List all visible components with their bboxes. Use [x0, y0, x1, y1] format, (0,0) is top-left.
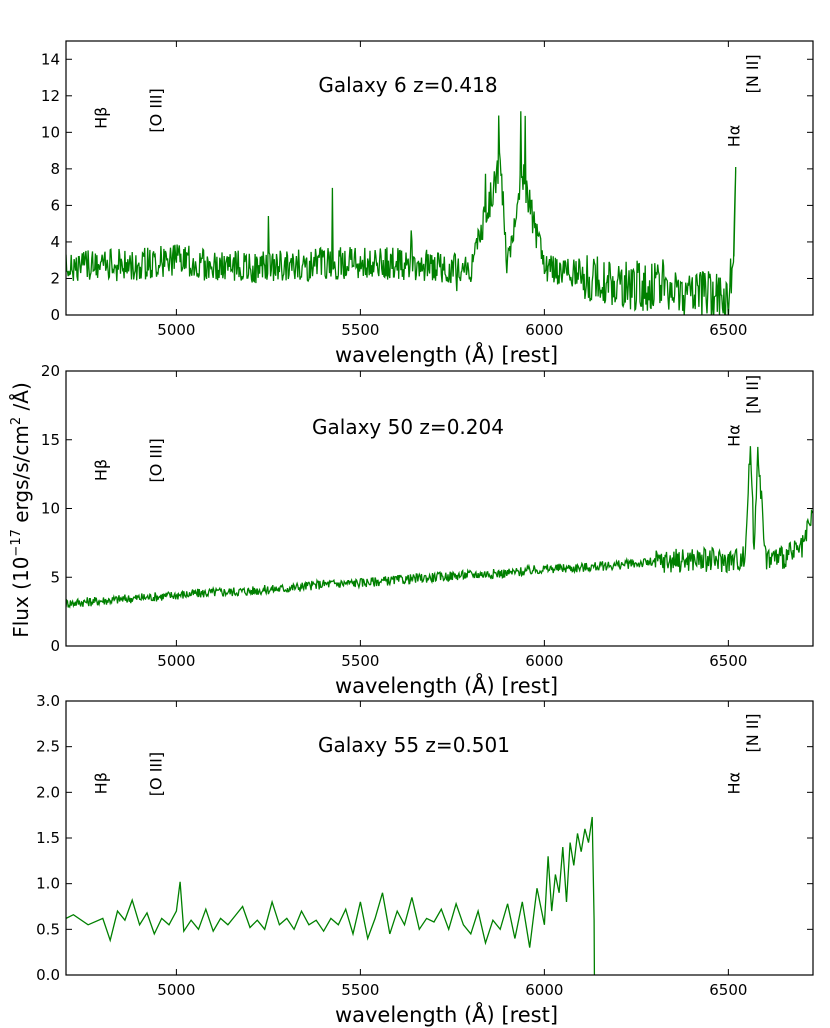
emission-line-label: Hα	[724, 772, 743, 795]
x-tick-label: 6000	[525, 321, 563, 339]
y-tick-label: 1.5	[36, 829, 60, 847]
y-tick-label: 0.5	[36, 920, 60, 938]
emission-line-label: Hα	[724, 424, 743, 447]
y-tick-label: 2.0	[36, 783, 60, 801]
y-tick-label: 2	[50, 269, 60, 287]
panel-title: Galaxy 55 z=0.501	[318, 733, 510, 757]
x-axis-label: wavelength (Å) [rest]	[335, 341, 558, 367]
emission-line-label: Hβ	[91, 459, 110, 481]
x-tick-label: 6000	[525, 652, 563, 670]
x-tick-label: 5000	[157, 321, 195, 339]
x-axis-label: wavelength (Å) [rest]	[335, 672, 558, 698]
y-tick-label: 5	[50, 568, 60, 586]
emission-line-label: [O III]	[147, 438, 166, 482]
panel-galaxy-55: 5000 5500 6000 6500 0.0 0.5 1.0 1.5 2.0 2.5 3.0 wav…	[36, 692, 814, 1027]
emission-line-label: [O III]	[147, 88, 166, 132]
y-tick-label: 15	[41, 431, 60, 449]
x-tick-label: 5000	[157, 652, 195, 670]
emission-line-label: Hα	[724, 125, 743, 148]
panel-title: Galaxy 50 z=0.204	[312, 415, 504, 439]
y-tick-label: 10	[41, 500, 60, 518]
emission-line-label: [N II]	[743, 375, 762, 414]
y-tick-label: 0	[50, 306, 60, 324]
y-tick-label: 14	[41, 50, 60, 68]
y-tick-label: 12	[41, 87, 60, 105]
shared-y-axis-label: Flux (10−17 ergs/s/cm2 /Å)	[9, 382, 33, 638]
plot-frame	[65, 370, 814, 647]
y-tick-label: 2.5	[36, 738, 60, 756]
y-tick-label: 4	[50, 233, 60, 251]
y-tick-label: 20	[41, 362, 60, 380]
y-tick-label: 1.0	[36, 875, 60, 893]
y-tick-label: 0.0	[36, 966, 60, 984]
y-tick-label: 6	[50, 196, 60, 214]
spectrum-line	[66, 816, 596, 975]
y-tick-label: 0	[50, 637, 60, 655]
x-tick-label: 5500	[341, 652, 379, 670]
emission-line-label: Hβ	[91, 772, 110, 794]
emission-line-label: Hβ	[91, 107, 110, 129]
spectrum-line	[66, 111, 737, 315]
x-tick-label: 6000	[525, 981, 563, 999]
panel-galaxy-50: 5000 5500 6000 6500 0 5 10 15 20 wavelength (Å) […	[41, 362, 814, 698]
plot-frame	[65, 40, 814, 316]
spectrum-line	[66, 446, 813, 609]
y-tick-label: 8	[50, 160, 60, 178]
y-tick-label: 10	[41, 123, 60, 141]
x-tick-label: 6500	[709, 652, 747, 670]
emission-line-label: [N II]	[743, 54, 762, 93]
y-tick-label: 3.0	[36, 692, 60, 710]
x-tick-label: 6500	[709, 981, 747, 999]
x-tick-label: 6500	[709, 321, 747, 339]
emission-line-label: [N II]	[743, 713, 762, 752]
x-tick-label: 5000	[157, 981, 195, 999]
panel-title: Galaxy 6 z=0.418	[318, 73, 497, 97]
emission-line-label: [O III]	[147, 752, 166, 796]
panel-galaxy-6: 5000 5500 6000 6500 0 2 4 6 8 10 12 14 wavelength (Å…	[41, 40, 814, 367]
x-tick-label: 5500	[341, 981, 379, 999]
x-tick-label: 5500	[341, 321, 379, 339]
x-axis-label: wavelength (Å) [rest]	[335, 1001, 558, 1027]
